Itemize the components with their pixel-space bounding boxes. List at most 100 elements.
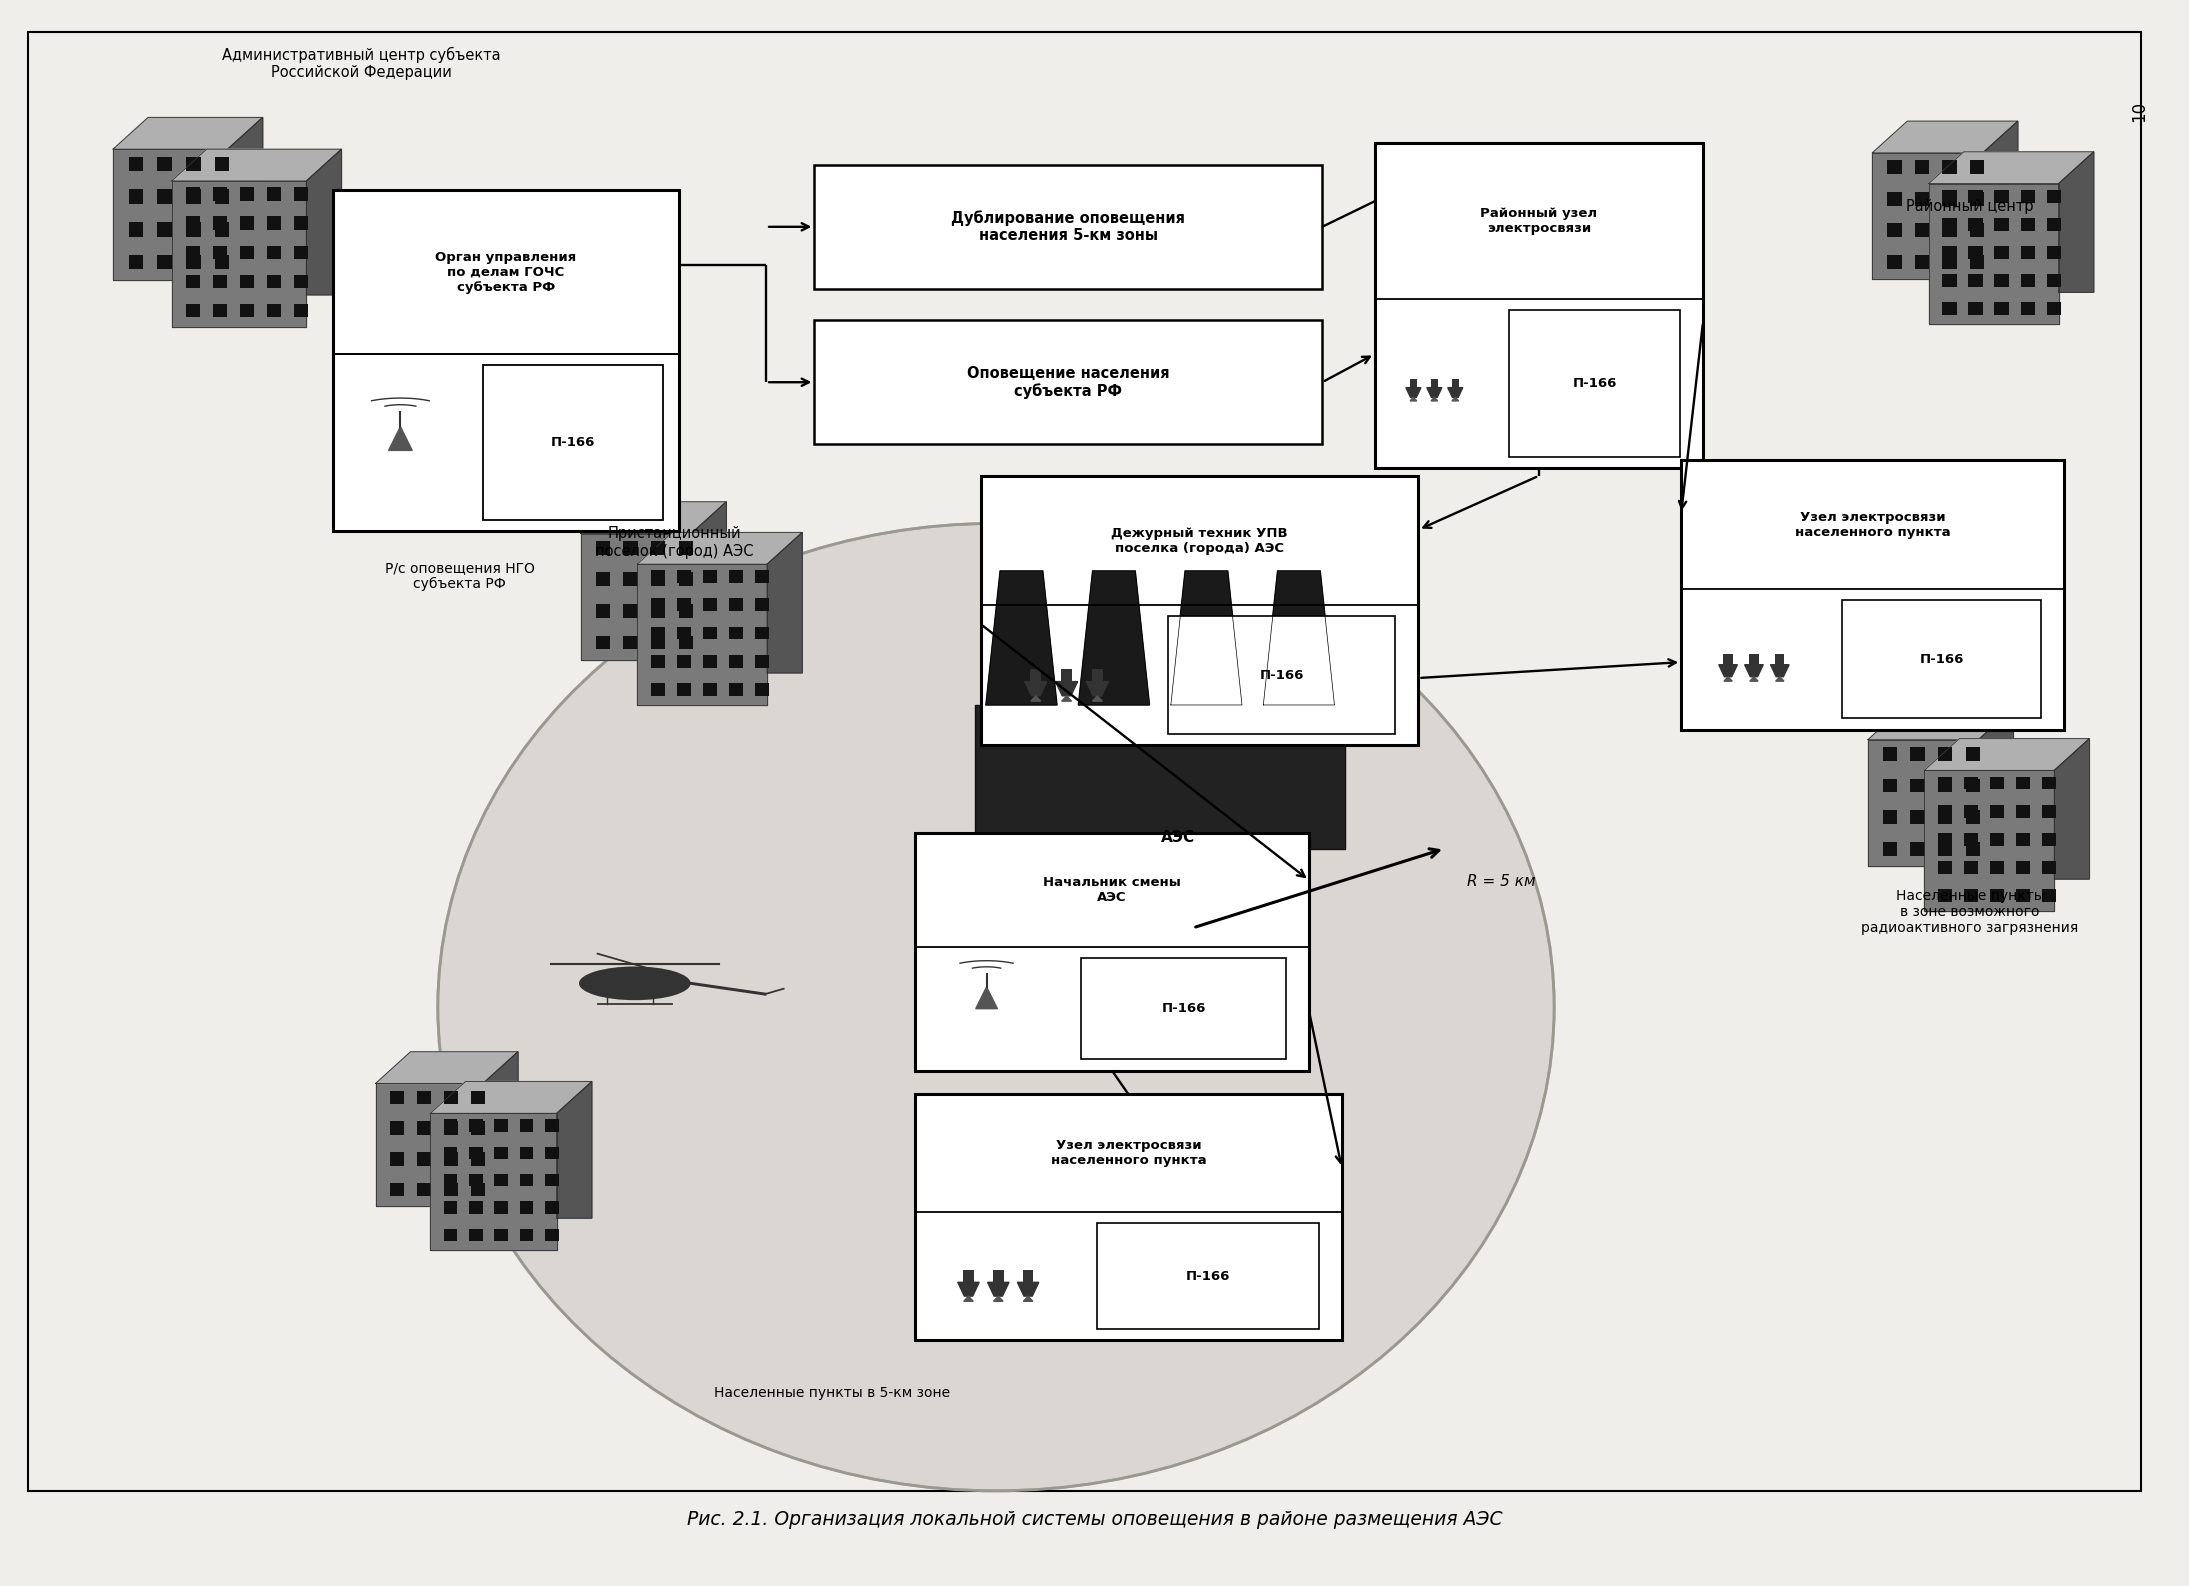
Bar	[495, 1201, 508, 1213]
Bar	[158, 157, 173, 171]
Bar	[495, 1229, 508, 1242]
Bar	[2016, 777, 2029, 790]
Polygon shape	[692, 501, 727, 628]
Polygon shape	[1263, 571, 1335, 704]
Bar	[519, 1147, 534, 1159]
Bar	[1031, 669, 1042, 682]
Polygon shape	[1872, 121, 2018, 152]
Bar	[215, 222, 230, 236]
Polygon shape	[390, 427, 412, 450]
Bar	[1937, 810, 1953, 825]
Bar	[963, 1270, 974, 1283]
Bar	[1887, 192, 1902, 206]
Bar	[2016, 833, 2029, 845]
Bar	[444, 1121, 458, 1136]
Bar	[1970, 224, 1985, 238]
Bar	[1990, 833, 2005, 845]
Bar	[444, 1229, 458, 1242]
Bar	[158, 222, 173, 236]
Bar	[1092, 669, 1103, 682]
Bar	[416, 1183, 431, 1196]
Polygon shape	[1022, 1296, 1033, 1301]
Bar	[444, 1147, 458, 1159]
Bar	[1964, 888, 1979, 902]
Polygon shape	[1024, 682, 1046, 696]
Text: Рис. 2.1. Организация локальной системы оповещения в районе размещения АЭС: Рис. 2.1. Организация локальной системы …	[687, 1510, 1502, 1529]
Bar	[1937, 804, 1953, 817]
Polygon shape	[431, 1082, 591, 1113]
Bar	[595, 604, 611, 619]
Bar	[444, 1120, 458, 1132]
Polygon shape	[1171, 571, 1241, 704]
Bar	[1966, 779, 1981, 793]
Bar	[212, 217, 228, 230]
Bar	[416, 1091, 431, 1104]
Bar	[1968, 301, 1983, 316]
Bar	[471, 1121, 484, 1136]
Bar	[2047, 274, 2060, 287]
Bar	[650, 682, 665, 696]
Polygon shape	[1929, 152, 2093, 184]
Bar	[212, 187, 228, 201]
Bar	[650, 604, 665, 619]
Bar	[267, 274, 282, 289]
Bar	[495, 1147, 508, 1159]
Bar	[186, 222, 201, 236]
Bar	[650, 541, 665, 555]
Bar	[444, 1201, 458, 1213]
Bar	[1911, 842, 1924, 856]
Bar	[1942, 192, 1957, 206]
Bar	[679, 636, 694, 650]
Bar	[390, 1091, 405, 1104]
Bar	[390, 1121, 405, 1136]
Bar	[1964, 861, 1979, 874]
Bar	[624, 636, 637, 650]
Polygon shape	[766, 533, 801, 672]
Bar	[1062, 669, 1073, 682]
FancyBboxPatch shape	[1681, 460, 2064, 730]
Polygon shape	[1410, 396, 1416, 401]
Bar	[1432, 379, 1438, 387]
Polygon shape	[306, 149, 341, 295]
Bar	[2016, 888, 2029, 902]
Bar	[186, 157, 201, 171]
Polygon shape	[959, 1283, 978, 1296]
Bar	[468, 1120, 484, 1132]
Bar	[1968, 217, 1983, 230]
Bar	[755, 571, 768, 584]
Bar	[1883, 779, 1898, 793]
Bar	[650, 655, 665, 668]
Bar	[1723, 653, 1734, 665]
Polygon shape	[1867, 707, 2014, 739]
Bar	[1968, 246, 1983, 259]
Bar	[729, 598, 742, 611]
Bar	[595, 636, 611, 650]
Bar	[471, 1091, 484, 1104]
Bar	[390, 1183, 405, 1196]
FancyBboxPatch shape	[814, 320, 1322, 444]
Polygon shape	[1062, 696, 1073, 701]
Bar	[2016, 861, 2029, 874]
Bar	[545, 1229, 558, 1242]
Polygon shape	[1775, 677, 1784, 682]
Text: П-166: П-166	[552, 436, 595, 449]
Bar	[1451, 379, 1460, 387]
Bar	[1911, 747, 1924, 761]
Bar	[519, 1229, 534, 1242]
Bar	[1887, 160, 1902, 174]
Bar	[676, 626, 692, 639]
Bar	[215, 255, 230, 270]
Polygon shape	[1749, 677, 1758, 682]
Bar	[468, 1229, 484, 1242]
Bar	[468, 1174, 484, 1186]
FancyBboxPatch shape	[1097, 1223, 1318, 1329]
Bar	[994, 1270, 1005, 1283]
Bar	[1937, 842, 1953, 856]
Bar	[2020, 217, 2034, 230]
Text: 10: 10	[2130, 100, 2147, 122]
Bar	[1915, 192, 1929, 206]
Bar	[1022, 1270, 1033, 1283]
Polygon shape	[580, 533, 692, 660]
Text: Дублирование оповещения
населения 5-км зоны: Дублирование оповещения населения 5-км з…	[952, 211, 1184, 243]
Text: П-166: П-166	[1572, 377, 1618, 390]
